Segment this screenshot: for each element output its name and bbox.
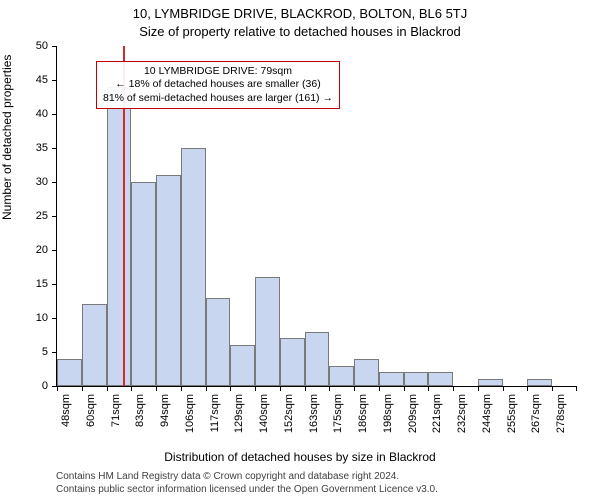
y-tick [52,114,57,115]
y-tick-label: 25 [18,210,48,222]
y-tick-label: 40 [18,108,48,120]
chart-container: 10, LYMBRIDGE DRIVE, BLACKROD, BOLTON, B… [0,0,600,500]
x-tick [503,386,504,391]
y-tick-label: 0 [18,380,48,392]
histogram-bar [329,366,354,386]
y-tick-label: 15 [18,278,48,290]
y-tick [52,216,57,217]
x-tick-label: 221sqm [431,394,443,433]
x-tick-label: 278sqm [555,394,567,433]
histogram-bar [478,379,503,386]
annotation-line: ← 18% of detached houses are smaller (36… [103,78,333,91]
y-tick [52,182,57,183]
x-tick [428,386,429,391]
x-tick [230,386,231,391]
x-tick-label: 175sqm [332,394,344,433]
histogram-bar [354,359,379,386]
x-tick [280,386,281,391]
x-tick [404,386,405,391]
y-axis-label: Number of detached properties [0,55,14,220]
y-tick-label: 50 [18,40,48,52]
x-tick-label: 186sqm [357,394,369,433]
y-tick [52,284,57,285]
x-tick [453,386,454,391]
x-tick-label: 106sqm [184,394,196,433]
histogram-bar [305,332,330,386]
x-tick [354,386,355,391]
footer: Contains HM Land Registry data © Crown c… [56,471,438,496]
x-tick [57,386,58,391]
histogram-bar [428,372,453,386]
y-tick [52,250,57,251]
histogram-bar [181,148,206,386]
x-tick-label: 140sqm [258,394,270,433]
x-tick-label: 267sqm [530,394,542,433]
y-tick-label: 5 [18,346,48,358]
y-tick-label: 45 [18,74,48,86]
x-tick-label: 163sqm [308,394,320,433]
histogram-bar [230,345,255,386]
x-tick [181,386,182,391]
y-tick [52,46,57,47]
x-tick [131,386,132,391]
x-tick [107,386,108,391]
histogram-bar [379,372,404,386]
histogram-bar [131,182,156,386]
x-tick [329,386,330,391]
histogram-bar [82,304,107,386]
x-tick-label: 209sqm [407,394,419,433]
y-axis-label-text: Number of detached properties [0,55,14,220]
x-tick [527,386,528,391]
y-tick [52,318,57,319]
x-tick [305,386,306,391]
histogram-bar [206,298,231,386]
histogram-bar [107,87,132,386]
histogram-bar [527,379,552,386]
y-tick-label: 10 [18,312,48,324]
histogram-bar [404,372,429,386]
x-tick [206,386,207,391]
histogram-bar [57,359,82,386]
x-tick [552,386,553,391]
y-tick [52,148,57,149]
x-tick-label: 117sqm [209,394,221,432]
x-tick-label: 71sqm [110,394,122,427]
x-tick-label: 83sqm [134,394,146,427]
x-tick-label: 198sqm [382,394,394,433]
plot-area: 10 LYMBRIDGE DRIVE: 79sqm← 18% of detach… [56,46,577,387]
x-tick-label: 244sqm [481,394,493,433]
x-tick [478,386,479,391]
histogram-bar [156,175,181,386]
footer-line-2: Contains public sector information licen… [56,484,438,497]
x-tick-label: 94sqm [159,394,171,427]
y-tick [52,80,57,81]
footer-line-1: Contains HM Land Registry data © Crown c… [56,471,438,484]
y-tick-label: 20 [18,244,48,256]
x-tick [156,386,157,391]
histogram-bar [280,338,305,386]
x-tick-label: 152sqm [283,394,295,433]
x-axis-label: Distribution of detached houses by size … [0,450,600,464]
x-tick-label: 255sqm [506,394,518,433]
title-sub: Size of property relative to detached ho… [0,24,600,39]
y-tick-label: 30 [18,176,48,188]
title-main: 10, LYMBRIDGE DRIVE, BLACKROD, BOLTON, B… [0,6,600,21]
x-tick-label: 48sqm [60,394,72,427]
x-tick-label: 60sqm [85,394,97,427]
annotation-line: 10 LYMBRIDGE DRIVE: 79sqm [103,65,333,78]
x-tick-label: 129sqm [233,394,245,433]
y-tick-label: 35 [18,142,48,154]
x-tick-label: 232sqm [456,394,468,433]
annotation-box: 10 LYMBRIDGE DRIVE: 79sqm← 18% of detach… [96,61,340,108]
annotation-line: 81% of semi-detached houses are larger (… [103,92,333,105]
x-tick [379,386,380,391]
y-tick [52,352,57,353]
histogram-bar [255,277,280,386]
x-tick [255,386,256,391]
x-tick [576,386,577,391]
x-tick [82,386,83,391]
